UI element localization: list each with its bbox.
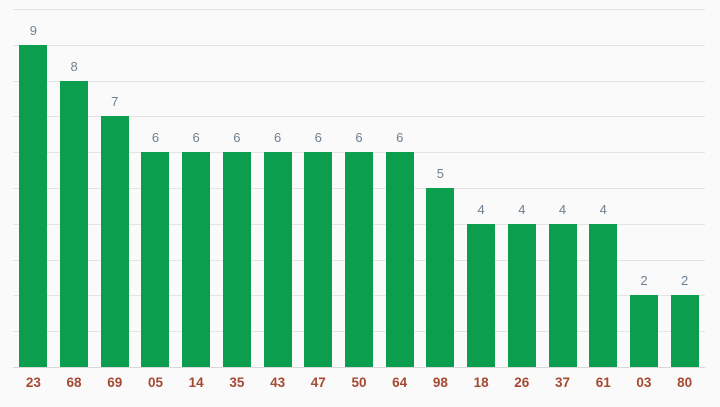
bar[interactable] bbox=[60, 80, 89, 367]
x-axis-label: 50 bbox=[351, 375, 367, 390]
bar[interactable] bbox=[263, 152, 292, 367]
x-axis-label: 03 bbox=[636, 375, 652, 390]
bar[interactable] bbox=[629, 295, 658, 367]
x-axis-label: 35 bbox=[229, 375, 245, 390]
gridline bbox=[13, 44, 705, 46]
bar-value-label: 4 bbox=[558, 201, 567, 217]
bar-value-label: 6 bbox=[355, 130, 363, 146]
x-axis-label: 43 bbox=[270, 375, 286, 390]
x-axis: 23 68 69 05 14 35 43 47 50 64 98 18 26 37 61 03 80 bbox=[13, 374, 705, 392]
x-axis-label: 68 bbox=[66, 375, 82, 390]
bar-value-label: 2 bbox=[640, 273, 648, 289]
bar[interactable] bbox=[182, 152, 211, 367]
bar-value-label: 6 bbox=[151, 130, 160, 146]
x-axis-label: 61 bbox=[595, 375, 611, 390]
bar-value-label: 5 bbox=[436, 166, 445, 181]
bar[interactable] bbox=[345, 152, 373, 367]
bar-value-label: 7 bbox=[111, 94, 119, 110]
gridline bbox=[13, 9, 705, 10]
x-axis-label: 98 bbox=[432, 375, 448, 390]
bar[interactable] bbox=[548, 223, 577, 367]
x-axis-label: 05 bbox=[147, 375, 163, 390]
x-axis-label: 47 bbox=[310, 375, 326, 390]
x-axis-label: 69 bbox=[107, 375, 123, 390]
bar[interactable] bbox=[304, 152, 333, 367]
bar[interactable] bbox=[385, 152, 414, 367]
x-axis-label: 26 bbox=[514, 375, 530, 390]
bar[interactable] bbox=[670, 295, 699, 367]
gridline bbox=[13, 80, 705, 82]
bar[interactable] bbox=[589, 223, 618, 367]
bar-value-label: 6 bbox=[233, 130, 241, 146]
x-axis-label: 23 bbox=[25, 375, 41, 390]
bar-value-label: 9 bbox=[29, 22, 37, 38]
bar[interactable] bbox=[222, 152, 251, 367]
plot-area: 9 8 7 6 6 6 6 6 6 6 5 4 4 4 4 2 2 bbox=[13, 9, 705, 368]
bar[interactable] bbox=[19, 44, 48, 367]
bar[interactable] bbox=[507, 223, 536, 367]
bar-value-label: 6 bbox=[314, 130, 322, 146]
bar-value-label: 4 bbox=[477, 201, 485, 217]
x-axis-label: 18 bbox=[473, 375, 489, 390]
bar-value-label: 6 bbox=[192, 130, 200, 146]
bar[interactable] bbox=[467, 223, 496, 367]
bar-value-label: 4 bbox=[518, 201, 526, 217]
bar[interactable] bbox=[426, 188, 455, 367]
bar-value-label: 2 bbox=[681, 273, 689, 289]
bar-value-label: 4 bbox=[599, 201, 607, 217]
gridline bbox=[13, 116, 705, 118]
bar-value-label: 8 bbox=[70, 58, 78, 74]
bar-value-label: 6 bbox=[273, 130, 282, 146]
bar[interactable] bbox=[100, 116, 129, 367]
axis-baseline bbox=[13, 367, 705, 368]
x-axis-label: 14 bbox=[188, 375, 204, 390]
bar[interactable] bbox=[141, 152, 170, 367]
bar-value-label: 6 bbox=[396, 130, 404, 146]
x-axis-label: 37 bbox=[555, 375, 571, 390]
x-axis-label: 64 bbox=[392, 375, 408, 390]
x-axis-label: 80 bbox=[677, 375, 693, 390]
